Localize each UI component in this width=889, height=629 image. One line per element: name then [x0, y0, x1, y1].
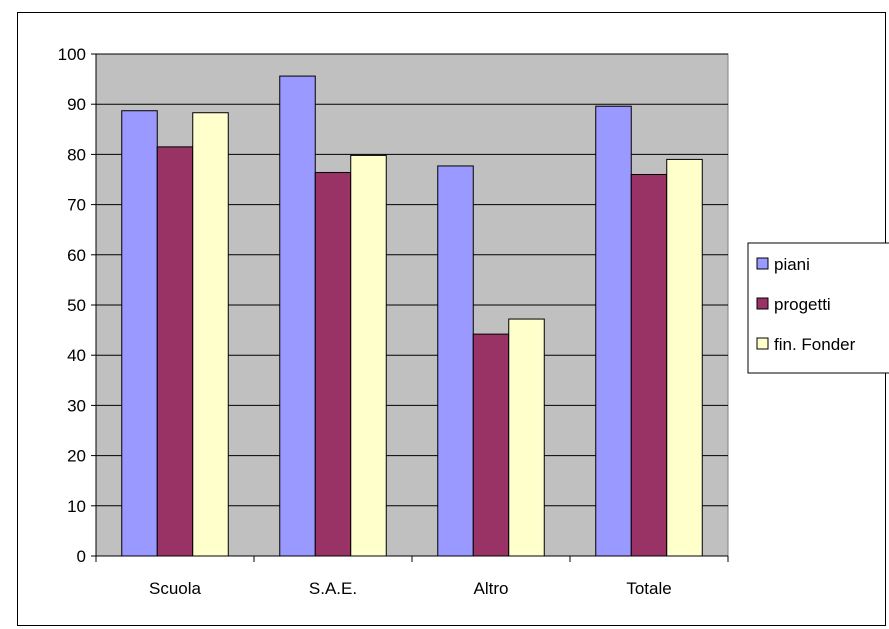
bar-progetti-3 — [630, 173, 668, 557]
y-tick-label: 50 — [67, 296, 86, 315]
axes — [91, 53, 729, 562]
y-tick-label: 30 — [67, 396, 86, 415]
y-tick-label: 60 — [67, 246, 86, 265]
x-tick-label: Scuola — [149, 579, 202, 598]
legend-swatch — [756, 297, 769, 310]
x-tick-label: Altro — [474, 579, 509, 598]
y-tick-label: 10 — [67, 497, 86, 516]
legend-label: piani — [774, 255, 810, 274]
bar-fin-fonder-3 — [666, 158, 703, 557]
legend-swatch — [756, 257, 769, 270]
y-tick-label: 40 — [67, 346, 86, 365]
legend-label: progetti — [774, 295, 831, 314]
y-tick-label: 0 — [77, 547, 86, 566]
y-tick-label: 100 — [58, 45, 86, 64]
bar-fin-fonder-2 — [508, 318, 545, 557]
bar-piani-1 — [279, 75, 316, 557]
bar-piani-0 — [121, 110, 158, 557]
bar-piani-3 — [595, 105, 632, 557]
y-tick-labels: 0 10 20 30 40 50 60 70 80 90 100 — [58, 45, 86, 566]
bar-progetti-2 — [472, 333, 510, 557]
bar-piani-2 — [437, 165, 474, 557]
x-tick-label: Totale — [626, 579, 671, 598]
bar-progetti-0 — [156, 146, 194, 557]
bar-progetti-1 — [314, 171, 352, 557]
x-tick-label: S.A.E. — [309, 579, 357, 598]
y-tick-label: 20 — [67, 447, 86, 466]
y-tick-label: 90 — [67, 95, 86, 114]
legend-box — [747, 242, 889, 374]
bar-fin-fonder-1 — [350, 154, 387, 557]
x-tick-labels: Scuola S.A.E. Altro Totale — [149, 579, 672, 598]
y-tick-label: 70 — [67, 196, 86, 215]
y-tick-label: 80 — [67, 145, 86, 164]
legend-label: fin. Fonder — [774, 335, 856, 354]
legend-swatch — [756, 337, 769, 350]
bar-fin-fonder-0 — [192, 112, 229, 557]
legend: piani progetti fin. Fonder — [747, 242, 889, 374]
